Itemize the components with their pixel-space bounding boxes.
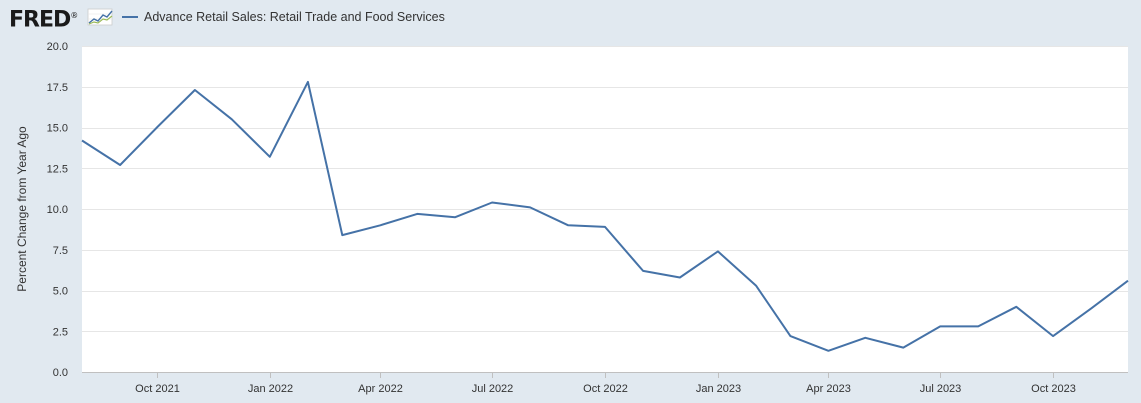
data-point[interactable] (527, 204, 533, 210)
y-axis: 0.0 2.5 5.0 7.5 10.0 12.5 15.0 17.5 20.0 (47, 41, 68, 379)
x-tick-label: Oct 2023 (1031, 383, 1076, 395)
x-tick-label: Apr 2023 (806, 383, 851, 395)
legend-swatch (122, 16, 138, 18)
chart-header: FRED® Advance Retail Sales: Retail Trade… (0, 0, 1141, 36)
y-tick-label: 17.5 (47, 82, 68, 94)
x-tick-label: Jan 2022 (248, 383, 293, 395)
y-tick-label: 2.5 (53, 326, 68, 338)
x-tick-label: Apr 2022 (358, 383, 403, 395)
data-point[interactable] (602, 224, 608, 230)
data-point[interactable] (414, 211, 420, 217)
data-point[interactable] (1050, 333, 1056, 339)
y-tick-label: 0.0 (53, 367, 68, 379)
x-tick-label: Oct 2021 (135, 383, 180, 395)
fred-logo[interactable]: FRED® (9, 4, 78, 32)
y-tick-label: 12.5 (47, 163, 68, 175)
data-point[interactable] (192, 87, 198, 93)
data-point[interactable] (377, 222, 383, 228)
data-point[interactable] (339, 232, 345, 238)
y-axis-title: Percent Change from Year Ago (15, 126, 29, 292)
data-point[interactable] (79, 138, 85, 144)
grid-lines (82, 46, 1128, 373)
data-point[interactable] (154, 125, 160, 131)
x-tick-label: Jul 2023 (920, 383, 962, 395)
data-point[interactable] (900, 345, 906, 351)
y-tick-label: 20.0 (47, 41, 68, 53)
data-point[interactable] (489, 199, 495, 205)
data-point[interactable] (229, 116, 235, 122)
data-point[interactable] (937, 323, 943, 329)
data-point[interactable] (452, 214, 458, 220)
legend-series-label: Advance Retail Sales: Retail Trade and F… (144, 10, 445, 24)
x-tick-label: Jan 2023 (696, 383, 741, 395)
data-point[interactable] (975, 323, 981, 329)
y-tick-label: 5.0 (53, 286, 68, 298)
data-point[interactable] (677, 274, 683, 280)
y-tick-label: 7.5 (53, 245, 68, 257)
x-tick-label: Jul 2022 (472, 383, 514, 395)
data-point[interactable] (753, 283, 759, 289)
registered-mark: ® (70, 11, 79, 20)
data-point[interactable] (787, 333, 793, 339)
chart-legend[interactable]: Advance Retail Sales: Retail Trade and F… (122, 8, 445, 26)
data-point[interactable] (715, 248, 721, 254)
data-point[interactable] (862, 335, 868, 341)
data-point[interactable] (825, 348, 831, 354)
line-chart-icon (87, 8, 113, 26)
series-line[interactable] (81, 80, 1129, 352)
data-point[interactable] (565, 222, 571, 228)
data-point[interactable] (1013, 304, 1019, 310)
data-point[interactable] (1125, 278, 1131, 284)
fred-logo-text: FRED (9, 7, 71, 33)
data-point[interactable] (305, 79, 311, 85)
data-point[interactable] (640, 268, 646, 274)
data-point[interactable] (117, 162, 123, 168)
data-point[interactable] (267, 154, 273, 160)
y-tick-label: 10.0 (47, 204, 68, 216)
y-tick-label: 15.0 (47, 123, 68, 135)
x-tick-label: Oct 2022 (583, 383, 628, 395)
data-point[interactable] (1088, 305, 1094, 311)
x-axis: Oct 2021 Jan 2022 Apr 2022 Jul 2022 Oct 2022… (135, 372, 1076, 395)
